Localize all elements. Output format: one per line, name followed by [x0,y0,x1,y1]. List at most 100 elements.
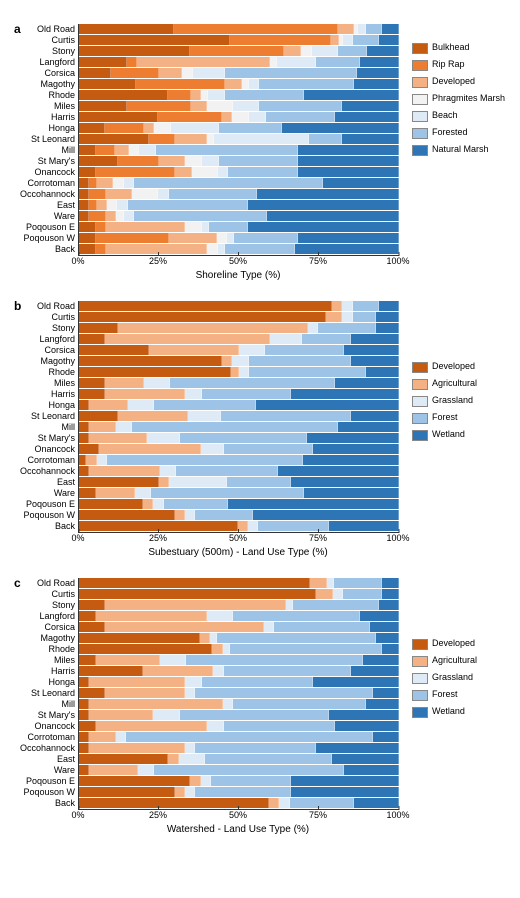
y-tick-label: Harris [10,112,78,123]
bar-segment [115,145,129,155]
y-tick-label: Miles [10,101,78,112]
bar-row [79,677,399,687]
bar-segment [379,600,399,610]
bar-segment [219,123,283,133]
bar-segment [79,488,96,498]
y-tick-label: Rhode [10,90,78,101]
bar-segment [256,400,399,410]
bar-row [79,666,399,676]
bar-segment [249,356,351,366]
y-tick-label: Magothy [10,356,78,367]
legend-item: Beach [412,110,512,122]
bar-segment [175,134,207,144]
bar-segment [144,378,170,388]
bar-segment [96,233,169,243]
bar-segment [376,312,399,322]
bar-segment [159,156,185,166]
bar-segment [195,787,291,797]
y-tick-label: Back [10,244,78,255]
y-tick-label: Corrotoman [10,178,78,189]
x-tick-label: 75% [309,256,327,266]
legend-swatch [412,362,428,373]
legend-item: Forested [412,127,512,139]
bar-segment [89,743,185,753]
bar-segment [138,765,155,775]
bar-segment [175,167,192,177]
bar-segment [97,455,107,465]
bar-row [79,732,399,742]
bar-segment [79,112,158,122]
bar-row [79,422,399,432]
bar-segment [127,57,137,67]
y-tick-label: Rhode [10,367,78,378]
legend-item: Forest [412,412,512,424]
y-tick-label: East [10,477,78,488]
bar-segment [169,477,227,487]
bar-segment [160,466,177,476]
bar-segment [222,112,232,122]
bar-segment [351,411,399,421]
y-tick-label: Miles [10,378,78,389]
bar-segment [79,721,96,731]
bar-segment [79,754,168,764]
bar-row [79,35,399,45]
bar-segment [323,178,399,188]
bar-segment [185,787,195,797]
bar-row [79,400,399,410]
bar-segment [79,244,96,254]
bar-segment [132,422,338,432]
legend-item: Natural Marsh [412,144,512,156]
bar-segment [79,101,127,111]
chart-panel: bOld RoadCurtisStonyLangfordCorsicaMagot… [10,301,510,558]
legend-swatch [412,673,428,684]
bar-segment [217,633,376,643]
bar-row [79,211,399,221]
bar-row [79,633,399,643]
bar-row [79,743,399,753]
bar-row [79,754,399,764]
legend: DevelopedAgriculturalGrasslandForestWetl… [412,361,512,446]
bar-segment [79,644,212,654]
bar-segment [156,145,298,155]
bar-segment [117,200,127,210]
bar-row [79,378,399,388]
bar-segment [207,101,233,111]
panel-letter: a [14,22,21,36]
bar-segment [169,233,217,243]
bar-segment [89,710,153,720]
bar-segment [265,345,345,355]
bar-segment [107,455,303,465]
y-tick-label: Miles [10,655,78,666]
legend-item: Bulkhead [412,42,512,54]
bar-segment [333,589,343,599]
bar-row [79,499,399,509]
bar-segment [257,189,399,199]
bar-segment [135,488,152,498]
x-tick-label: 25% [149,256,167,266]
bar-segment [79,499,143,509]
y-axis-labels: Old RoadCurtisStonyLangfordCorsicaMagoth… [10,301,78,533]
y-tick-label: Back [10,521,78,532]
bar-segment [107,200,117,210]
bar-segment [124,211,134,221]
bar-segment [217,233,227,243]
bar-row [79,600,399,610]
bar-segment [79,367,231,377]
bar-segment [96,145,116,155]
bar-segment [373,688,399,698]
bar-segment [382,589,399,599]
bar-segment [213,666,223,676]
bar-row [79,688,399,698]
bar-segment [249,79,259,89]
bar-row [79,466,399,476]
bar-segment [338,24,355,34]
bar-row [79,622,399,632]
bar-segment [351,356,399,366]
bar-segment [89,466,159,476]
bar-segment [190,776,200,786]
legend-swatch [412,128,428,139]
y-tick-label: Mill [10,699,78,710]
bar-segment [293,600,379,610]
x-tick-label: 25% [149,533,167,543]
bar-segment [269,798,279,808]
